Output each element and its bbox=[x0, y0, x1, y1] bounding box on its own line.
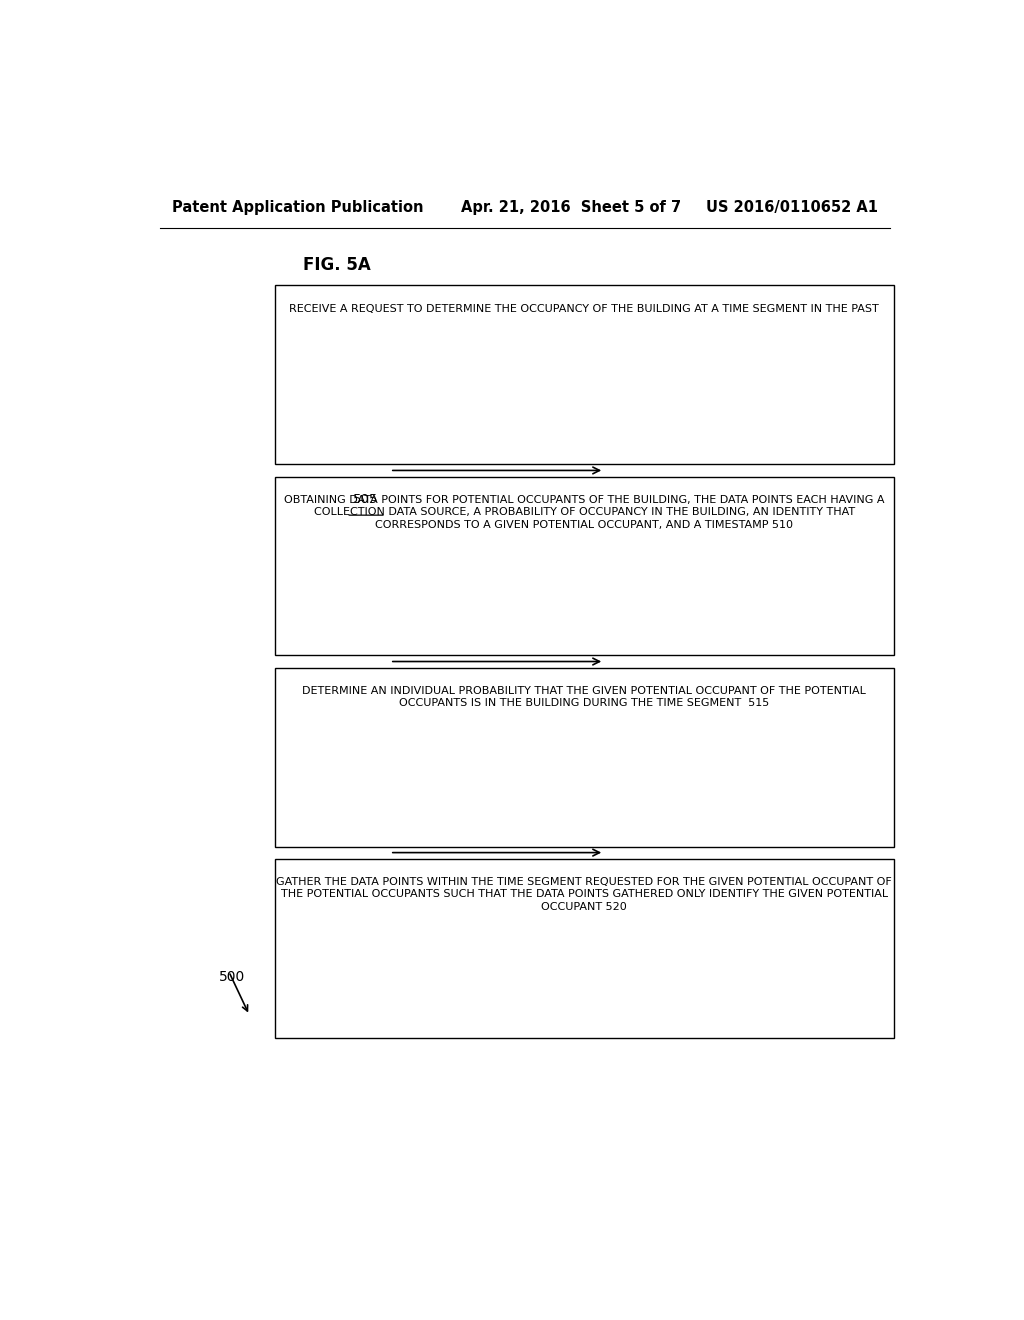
Text: GATHER THE DATA POINTS WITHIN THE TIME SEGMENT REQUESTED FOR THE GIVEN POTENTIAL: GATHER THE DATA POINTS WITHIN THE TIME S… bbox=[276, 876, 892, 912]
Text: FIG. 5A: FIG. 5A bbox=[303, 256, 371, 275]
Bar bbox=[274, 285, 894, 465]
Text: OBTAINING DATA POINTS FOR POTENTIAL OCCUPANTS OF THE BUILDING, THE DATA POINTS E: OBTAINING DATA POINTS FOR POTENTIAL OCCU… bbox=[284, 495, 885, 529]
Text: US 2016/0110652 A1: US 2016/0110652 A1 bbox=[706, 199, 878, 215]
Text: Patent Application Publication: Patent Application Publication bbox=[172, 199, 423, 215]
Text: Apr. 21, 2016  Sheet 5 of 7: Apr. 21, 2016 Sheet 5 of 7 bbox=[461, 199, 681, 215]
Text: 500: 500 bbox=[219, 970, 246, 983]
Bar bbox=[274, 859, 894, 1038]
Text: 505: 505 bbox=[353, 492, 379, 506]
Text: RECEIVE A REQUEST TO DETERMINE THE OCCUPANCY OF THE BUILDING AT A TIME SEGMENT I: RECEIVE A REQUEST TO DETERMINE THE OCCUP… bbox=[290, 304, 880, 314]
Text: DETERMINE AN INDIVIDUAL PROBABILITY THAT THE GIVEN POTENTIAL OCCUPANT OF THE POT: DETERMINE AN INDIVIDUAL PROBABILITY THAT… bbox=[302, 686, 866, 709]
Bar bbox=[274, 668, 894, 846]
Bar bbox=[274, 477, 894, 656]
